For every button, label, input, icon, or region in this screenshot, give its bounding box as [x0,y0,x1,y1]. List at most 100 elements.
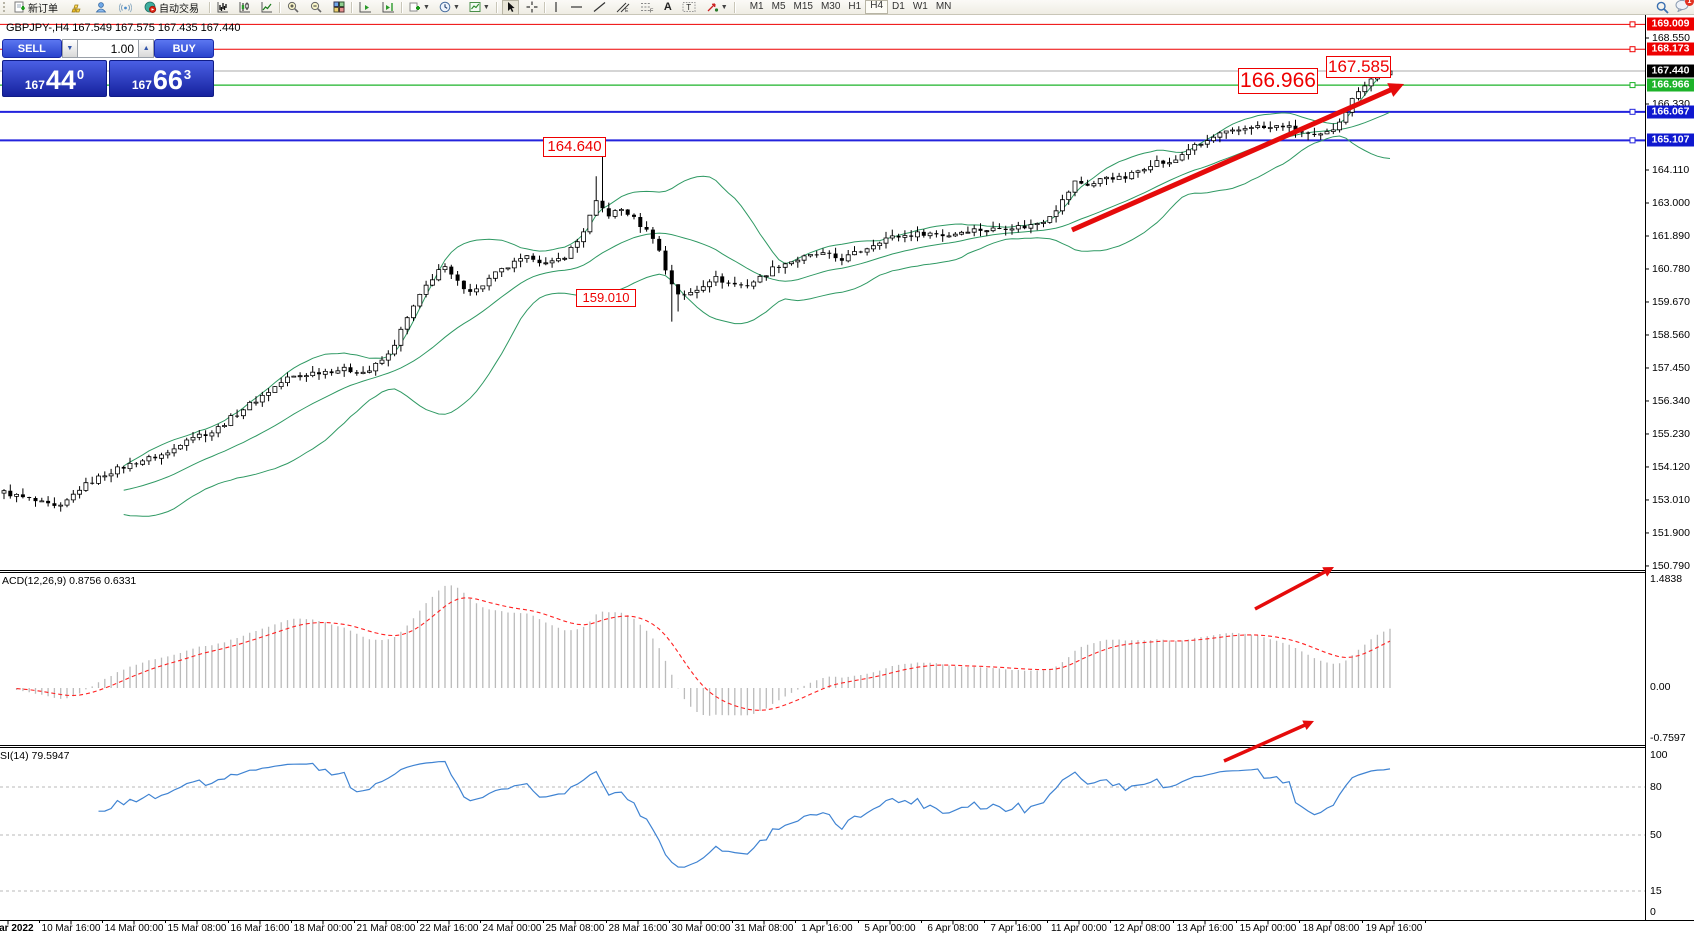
text-tool-button[interactable]: A [662,1,674,14]
new-order-icon [14,1,25,13]
price-axis-tick: 156.340 [1652,394,1690,407]
timeframe-m30[interactable]: M30 [820,1,841,12]
crosshair-tool-button[interactable] [524,1,540,14]
chat-button[interactable]: 1 [1675,0,1694,15]
dropdown-caret-icon: ▼ [452,3,460,11]
channel-icon: E [616,2,630,13]
sell-price-sup: 0 [76,67,85,82]
arrows-tool-button[interactable]: ▼ [704,1,730,14]
price-badge: 165.107 [1647,133,1694,147]
new-order-button[interactable]: 新订单 [12,1,60,15]
text-label-icon: T [682,2,696,12]
time-axis-label: 13 Apr 16:00 [1176,923,1234,934]
trend-arrow[interactable] [1387,83,1404,97]
time-axis-label: 14 Mar 00:00 [104,923,164,934]
chart-shift-button[interactable] [380,1,397,14]
buy-price-big: 66 [152,65,183,95]
chart-bars-button[interactable] [215,1,231,14]
chart-candles-button[interactable] [237,1,253,14]
trend-arrow[interactable] [1302,720,1314,731]
sell-price-panel[interactable]: 167 44 0 [2,60,107,97]
chart-line-button[interactable] [259,1,275,14]
zoom-out-button[interactable] [308,1,325,14]
clock-icon [439,1,451,13]
add-indicator-button[interactable]: ▼ [407,1,432,14]
autotrade-button[interactable]: 自动交易 [142,1,201,15]
rsi-axis-value: 50 [1650,829,1662,841]
volume-decrease-button[interactable]: ▼ [61,39,78,58]
timeframe-h4[interactable]: H4 [865,0,889,14]
one-click-trading-panel: SELL ▼ ▲ BUY 167 44 0 167 66 3 [2,39,214,97]
auto-scroll-button[interactable] [357,1,374,14]
time-axis-label: 10 Mar 16:00 [41,923,101,934]
time-axis-label: 1 Apr 16:00 [801,923,853,934]
gold-button[interactable] [68,1,85,14]
price-axis-tick: 154.120 [1652,460,1690,473]
template-icon [469,2,481,12]
timeframe-mn[interactable]: MN [935,1,952,12]
timeframe-d1[interactable]: D1 [892,1,905,12]
time-axis-label: 15 Apr 00:00 [1239,923,1297,934]
text-tool-icon: A [663,1,672,13]
timeframe-m15[interactable]: M15 [793,1,813,12]
toolbar-separator [401,1,403,13]
price-axis-tick: 150.790 [1652,559,1690,572]
period-button[interactable]: ▼ [437,1,462,14]
sell-price-prefix: 167 [24,78,45,92]
price-annotation[interactable]: 159.010 [576,289,636,307]
zoom-out-icon [310,1,322,13]
price-axis-tick: 153.010 [1652,493,1690,506]
toolbar-grip[interactable] [3,2,9,12]
signal-button[interactable] [117,1,134,14]
community-button[interactable] [93,1,109,14]
zoom-in-button[interactable] [285,1,302,14]
macd-axis-value: 1.4838 [1650,573,1683,585]
sell-button[interactable]: SELL [2,39,62,58]
time-axis-label: 7 Apr 16:00 [990,923,1042,934]
chart-plot-area[interactable] [0,14,1645,920]
price-annotation[interactable]: 164.640 [543,137,606,157]
buy-price-panel[interactable]: 167 66 3 [109,60,214,97]
price-badge: 166.966 [1647,78,1694,92]
line-chart-icon [261,2,272,13]
time-axis-label: 31 Mar 08:00 [734,923,794,934]
macd-axis-value: -0.7597 [1650,732,1686,744]
price-annotation[interactable]: 166.966 [1238,68,1318,94]
tile-windows-button[interactable] [331,1,347,14]
toolbar-separator [351,1,353,13]
trend-arrow[interactable] [1322,567,1334,577]
channel-tool-button[interactable]: E [614,1,632,14]
hline-tool-button[interactable] [568,1,585,14]
timeframe-h1[interactable]: H1 [848,1,862,12]
cursor-tool-button[interactable] [501,0,519,15]
price-badge: 169.009 [1647,17,1694,31]
vline-tool-button[interactable] [550,1,562,14]
buy-button[interactable]: BUY [154,39,214,58]
price-axis-tick: 151.900 [1652,526,1690,539]
volume-increase-button[interactable]: ▲ [138,39,155,58]
rsi-label: SI(14) 79.5947 [0,750,70,762]
volume-input[interactable] [78,39,138,58]
timeframe-w1[interactable]: W1 [912,1,928,12]
toolbar-separator [209,1,211,13]
price-annotation[interactable]: 167.585 [1326,56,1392,78]
signal-icon [119,3,132,13]
price-badge: 167.440 [1647,64,1694,78]
text-label-tool-button[interactable]: T [680,1,698,14]
time-axis-label: 22 Mar 16:00 [419,923,479,934]
time-axis-label: 6 Apr 08:00 [927,923,979,934]
fibonacci-icon: F [640,3,654,14]
search-icon[interactable] [1656,1,1669,14]
trendline-tool-button[interactable] [591,1,608,14]
fibonacci-tool-button[interactable]: F [638,1,656,14]
svg-text:F: F [650,9,654,14]
price-badge: 166.067 [1647,105,1694,119]
price-axis-tick: 158.560 [1652,328,1690,341]
timeframe-m5[interactable]: M5 [771,1,786,12]
svg-text:T: T [686,3,691,12]
timeframe-m1[interactable]: M1 [749,1,764,12]
template-button[interactable]: ▼ [467,1,492,14]
time-axis-label: 25 Mar 08:00 [545,923,605,934]
